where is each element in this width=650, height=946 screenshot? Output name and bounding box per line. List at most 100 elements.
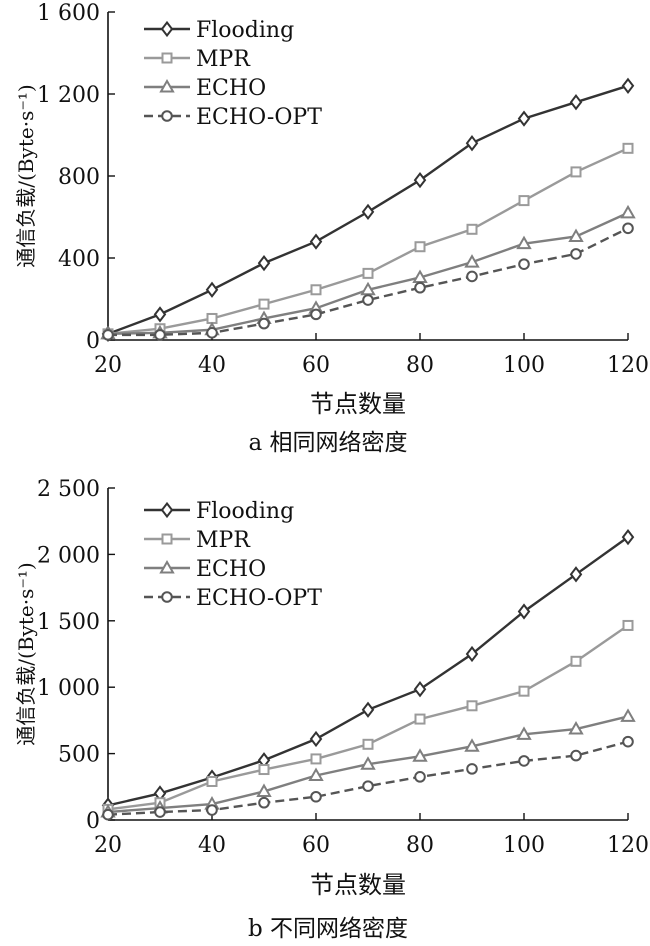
data-point (568, 228, 584, 242)
legend-label: ECHO (196, 76, 266, 101)
data-point (154, 329, 166, 341)
legend-label: Flooding (196, 499, 294, 524)
chart-panel-1: 0 400 800 1 200 1 600 20 40 60 80 100 120 节点数量 通信负载/… (14, 1, 649, 456)
data-point (464, 738, 480, 752)
data-point (622, 619, 634, 631)
data-point (622, 222, 634, 235)
data-point (465, 135, 479, 152)
legend-marker (160, 501, 174, 519)
data-point (102, 808, 114, 821)
data-point (570, 749, 582, 762)
data-point (205, 281, 219, 298)
legend-label: ECHO-OPT (196, 586, 322, 611)
data-point (206, 804, 218, 816)
data-point (206, 312, 218, 324)
x-tick-label: 120 (607, 353, 649, 378)
data-point (362, 294, 374, 306)
x-tick-label: 100 (503, 353, 545, 378)
series-flooding (101, 77, 635, 342)
data-point (622, 735, 634, 748)
data-point (414, 241, 426, 253)
data-point (569, 94, 583, 111)
legend-label: Flooding (196, 18, 294, 43)
y-tick-label: 2 500 (37, 477, 100, 502)
data-point (518, 195, 530, 207)
data-point (362, 738, 374, 750)
data-point (466, 763, 478, 775)
data-point (464, 254, 480, 268)
legend-marker (161, 110, 173, 122)
data-point (465, 645, 479, 663)
legend-marker (160, 20, 174, 38)
y-tick-label: 2 000 (37, 543, 100, 568)
series-echo (100, 708, 636, 818)
data-point (256, 783, 272, 797)
data-point (517, 603, 531, 620)
series-echo-opt (102, 222, 634, 341)
data-point (518, 258, 530, 270)
x-tick-label: 60 (302, 833, 330, 858)
legend-label: ECHO (196, 557, 266, 582)
series-echo-opt (102, 735, 634, 821)
data-point (310, 790, 322, 803)
y-tick-label: 1 000 (37, 676, 100, 701)
data-point (518, 755, 530, 767)
x-tick-label: 60 (302, 353, 330, 378)
data-point (413, 171, 427, 189)
data-point (516, 726, 532, 740)
data-point (310, 308, 322, 321)
series-line (108, 227, 629, 337)
y-tick-label: 0 (86, 329, 100, 354)
data-point (206, 327, 218, 339)
data-point (309, 233, 323, 250)
data-point (466, 700, 478, 712)
y-tick-label: 0 (86, 809, 100, 834)
x-tick-label: 20 (94, 353, 122, 378)
y-tick-label: 1 600 (37, 1, 100, 26)
data-point (621, 528, 635, 546)
data-point (310, 284, 322, 296)
legend-label: MPR (196, 47, 251, 72)
chart-caption: b 不同网络密度 (248, 916, 408, 942)
data-point (412, 748, 428, 762)
legend: Flooding MPR ECHO ECHO-OPT (144, 18, 322, 130)
data-point (620, 708, 636, 722)
x-axis-label: 节点数量 (310, 390, 406, 418)
chart-caption: a 相同网络密度 (248, 430, 407, 456)
legend-marker (161, 591, 173, 603)
data-point (414, 771, 426, 783)
data-point (154, 806, 166, 818)
data-point (361, 701, 375, 718)
y-tick-label: 400 (58, 247, 100, 272)
data-point (258, 796, 270, 809)
x-axis-label: 节点数量 (310, 871, 406, 899)
data-point (516, 235, 532, 250)
data-point (570, 655, 582, 667)
data-point (362, 267, 374, 279)
series-line (107, 740, 629, 816)
x-tick-label: 20 (94, 833, 122, 858)
y-axis-label: 通信负载/(Byte·s⁻¹) (14, 562, 38, 745)
x-tick-label: 80 (406, 353, 434, 378)
data-point (362, 780, 374, 792)
data-point (258, 764, 270, 776)
series-mpr (102, 142, 634, 340)
legend-marker (161, 52, 173, 64)
data-point (360, 756, 376, 770)
data-point (308, 767, 324, 782)
legend: Flooding MPR ECHO ECHO-OPT (144, 499, 322, 611)
y-axis-label: 通信负载/(Byte·s⁻¹) (14, 84, 38, 267)
data-point (622, 142, 634, 154)
data-point (361, 203, 375, 221)
data-point (258, 317, 270, 330)
y-tick-label: 500 (58, 743, 100, 768)
legend-marker (159, 559, 175, 574)
chart-panel-2: 0 500 1 000 1 500 2 000 2 500 20 40 60 80 100 120 节点… (14, 477, 649, 942)
legend-marker (159, 78, 175, 93)
data-point (153, 306, 167, 323)
y-tick-label: 1 500 (37, 610, 100, 635)
x-tick-label: 80 (406, 833, 434, 858)
data-point (570, 248, 582, 260)
data-point (413, 681, 427, 698)
